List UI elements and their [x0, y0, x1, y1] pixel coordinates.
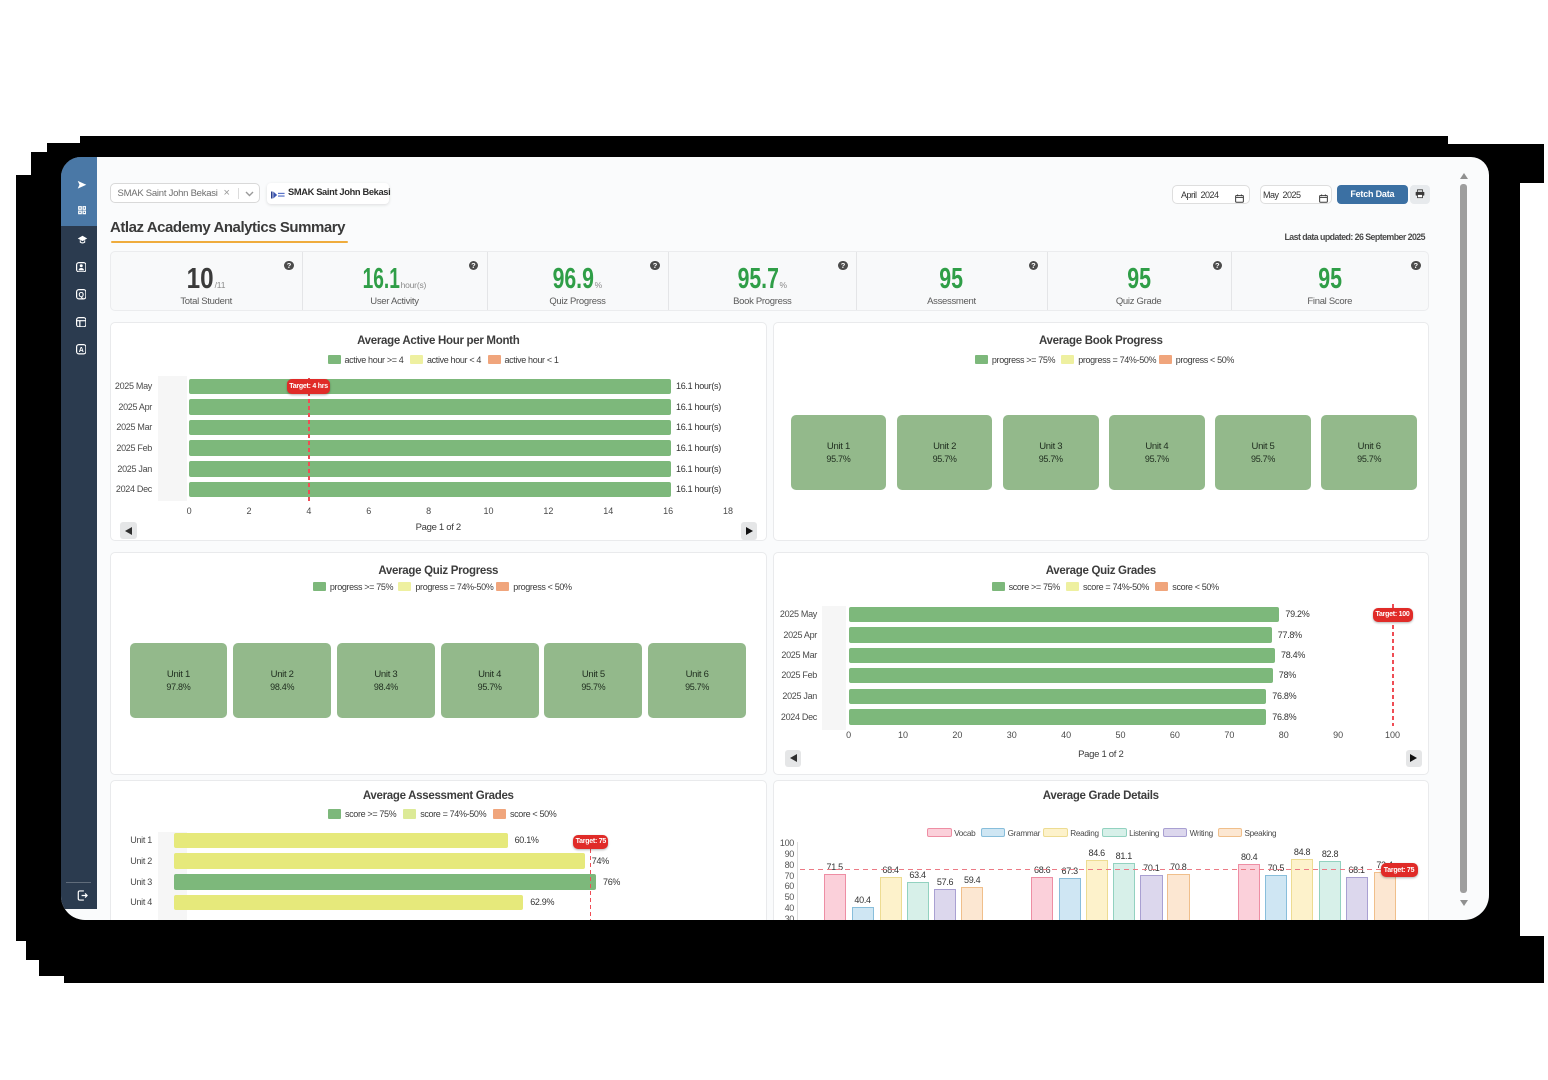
svg-text:Q: Q: [78, 292, 84, 299]
svg-text:A: A: [78, 347, 83, 354]
